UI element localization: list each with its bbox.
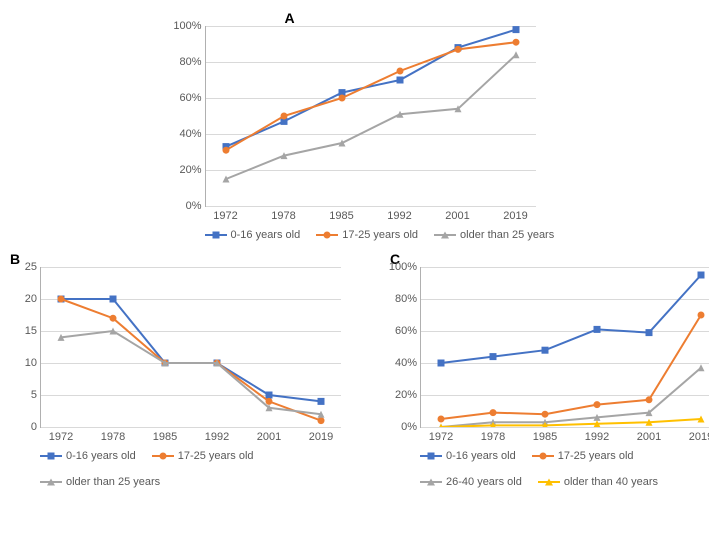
grid-line [206,206,536,207]
panel-c-label: C [390,251,709,267]
y-tick-label: 80% [179,56,205,68]
y-tick-label: 0% [401,421,421,433]
legend-item: older than 25 years [40,476,160,488]
x-tick-label: 2019 [309,427,333,443]
grid-line [41,427,341,428]
legend-marker-icon [427,479,435,486]
y-tick-label: 80% [395,293,421,305]
plot-area: 0%20%40%60%80%100%1972197819851992200120… [420,267,709,428]
grid-line [421,427,709,428]
x-tick-label: 2001 [445,206,469,222]
legend-label: older than 25 years [460,229,554,241]
legend-marker-icon [545,479,553,486]
y-tick-label: 40% [395,357,421,369]
x-tick-label: 1972 [49,427,73,443]
legend-marker-icon [428,453,435,460]
legend-marker-icon [159,453,166,460]
x-tick-label: 2001 [637,427,661,443]
plot-area: 0%20%40%60%80%100%1972197819851992200120… [205,26,536,207]
series-svg [421,267,709,427]
y-tick-label: 100% [389,261,421,273]
legend-marker-icon [324,232,331,239]
x-tick-label: 1992 [205,427,229,443]
x-tick-label: 1992 [387,206,411,222]
legend-label: 0-16 years old [446,450,516,462]
legend: 0-16 years old 17-25 years old older than … [205,229,565,241]
legend-label: older than 40 years [564,476,658,488]
legend-item: older than 40 years [538,476,658,488]
legend-marker-icon [47,479,55,486]
panel-b-label: B [10,251,370,267]
legend: 0-16 years old 17-25 years old 26-40 years… [420,450,709,488]
y-tick-label: 60% [395,325,421,337]
x-tick-label: 2019 [689,427,709,443]
legend-label: 17-25 years old [342,229,418,241]
series-svg [206,26,536,206]
legend-marker-icon [212,232,219,239]
y-tick-label: 20% [179,164,205,176]
legend-swatch [40,455,62,457]
y-tick-label: 0% [186,200,206,212]
plot-area: 0510152025197219781985199220012019 [40,267,341,428]
legend-item: 0-16 years old [40,450,136,462]
legend-label: 17-25 years old [178,450,254,462]
y-tick-label: 20% [395,389,421,401]
x-tick-label: 1978 [101,427,125,443]
y-tick-label: 5 [31,389,41,401]
legend: 0-16 years old 17-25 years old older than … [40,450,370,488]
legend-marker-icon [48,453,55,460]
legend-marker-icon [441,232,449,239]
series-svg [41,267,341,427]
x-tick-label: 1972 [429,427,453,443]
x-tick-label: 1985 [153,427,177,443]
legend-swatch [434,234,456,236]
legend-label: 0-16 years old [231,229,301,241]
legend-swatch [316,234,338,236]
y-tick-label: 10 [25,357,41,369]
legend-swatch [40,481,62,483]
legend-item: 17-25 years old [532,450,634,462]
y-tick-label: 40% [179,128,205,140]
legend-label: 26-40 years old [446,476,522,488]
legend-item: older than 25 years [434,229,554,241]
chart-b: 0510152025197219781985199220012019 0-16 y… [40,267,370,488]
x-tick-label: 1992 [585,427,609,443]
legend-label: older than 25 years [66,476,160,488]
y-tick-label: 100% [173,20,205,32]
legend-swatch [205,234,227,236]
legend-marker-icon [539,453,546,460]
y-tick-label: 20 [25,293,41,305]
chart-a: 0%20%40%60%80%100%1972197819851992200120… [205,26,565,241]
x-tick-label: 1978 [271,206,295,222]
legend-label: 0-16 years old [66,450,136,462]
legend-swatch [538,481,560,483]
x-tick-label: 1985 [533,427,557,443]
legend-swatch [420,481,442,483]
legend-item: 26-40 years old [420,476,522,488]
x-tick-label: 1978 [481,427,505,443]
y-tick-label: 25 [25,261,41,273]
chart-c: 0%20%40%60%80%100%1972197819851992200120… [420,267,709,488]
y-tick-label: 15 [25,325,41,337]
legend-item: 17-25 years old [316,229,418,241]
panel-a-label: A [285,10,685,26]
y-tick-label: 0 [31,421,41,433]
x-tick-label: 1985 [329,206,353,222]
legend-swatch [420,455,442,457]
legend-item: 17-25 years old [152,450,254,462]
legend-item: 0-16 years old [205,229,301,241]
legend-label: 17-25 years old [558,450,634,462]
legend-swatch [532,455,554,457]
x-tick-label: 2019 [503,206,527,222]
x-tick-label: 1972 [213,206,237,222]
y-tick-label: 60% [179,92,205,104]
legend-swatch [152,455,174,457]
x-tick-label: 2001 [257,427,281,443]
legend-item: 0-16 years old [420,450,516,462]
